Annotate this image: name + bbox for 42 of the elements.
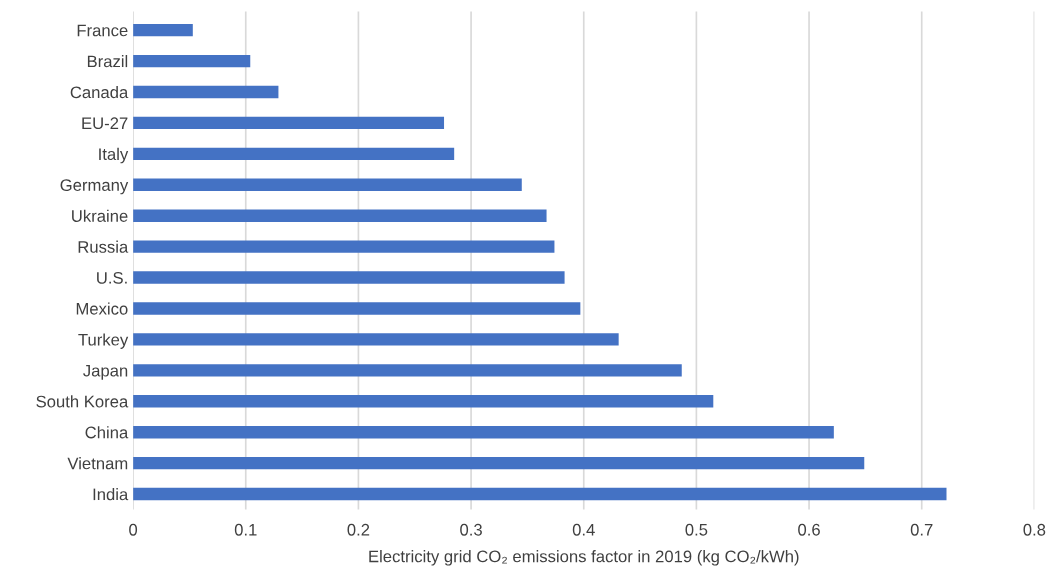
y-tick-label: Mexico (76, 302, 128, 315)
y-tick-label: Brazil (87, 55, 128, 68)
x-tick-label: 0 (129, 523, 138, 536)
bar (133, 271, 565, 284)
bar (133, 23, 193, 37)
x-tick-label: 0.5 (685, 523, 708, 536)
bar (133, 147, 455, 161)
bar (133, 116, 445, 130)
bar (133, 395, 714, 408)
bar (133, 240, 555, 253)
x-tick-label: 0.3 (460, 523, 482, 536)
y-tick-label: France (77, 24, 128, 37)
bar (133, 54, 251, 68)
x-tick-label: 0.1 (234, 523, 257, 536)
bar (133, 333, 619, 346)
y-tick-label: Italy (99, 147, 129, 164)
bar (133, 456, 865, 470)
x-tick-label: 0.8 (1023, 523, 1046, 536)
y-tick-label: Turkey (78, 333, 129, 349)
y-tick-label: Vietnam (67, 457, 128, 470)
y-tick-label: Ukraine (72, 209, 128, 222)
bar (133, 487, 947, 501)
y-tick-label: Canada (70, 85, 129, 99)
bar (133, 85, 279, 99)
bar (133, 178, 522, 191)
x-tick-label: 0.2 (347, 523, 370, 536)
y-tick-label: India (93, 488, 129, 501)
bar (133, 426, 834, 439)
y-tick-label: Japan (83, 364, 128, 380)
y-tick-label: China (85, 426, 129, 439)
x-tick-label: 0.4 (572, 523, 595, 536)
x-tick-label: 0.6 (798, 523, 820, 536)
x-tick-label: 0.7 (910, 523, 933, 536)
bar (133, 302, 581, 315)
bar (133, 364, 682, 377)
y-tick-label: U.S. (97, 271, 127, 284)
y-tick-label: Russia (78, 240, 129, 253)
bar (133, 209, 547, 222)
y-tick-label: EU-27 (82, 117, 128, 130)
y-tick-label: South Korea (36, 395, 129, 408)
y-tick-label: Germany (60, 179, 129, 195)
x-axis-title: Electricity grid CO₂ emissions factor in 2019 (kg CO₂/kWh) (369, 550, 799, 566)
